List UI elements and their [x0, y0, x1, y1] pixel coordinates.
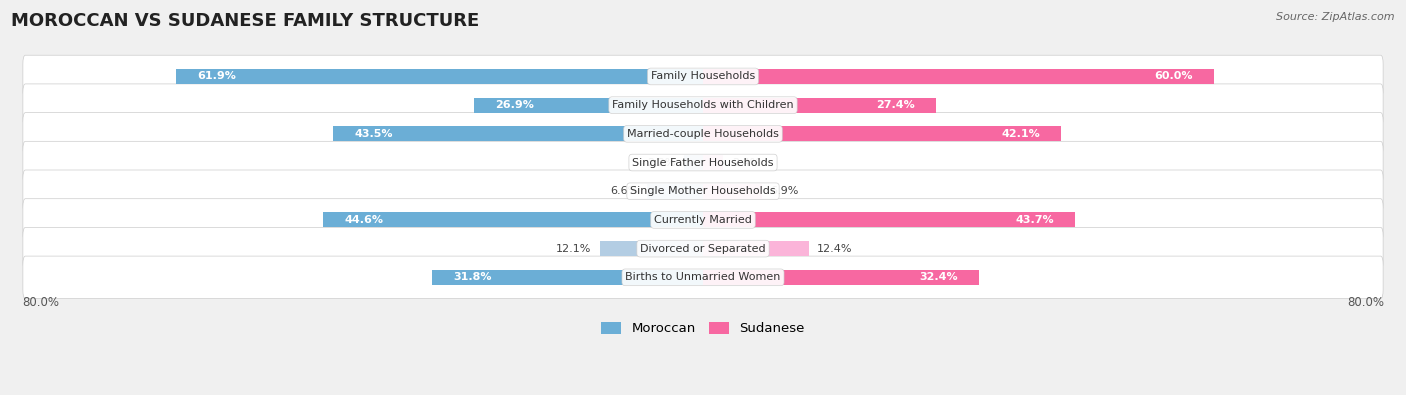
Bar	[703, 126, 1062, 141]
Text: Births to Unmarried Women: Births to Unmarried Women	[626, 272, 780, 282]
Text: 32.4%: 32.4%	[920, 272, 957, 282]
Bar	[600, 241, 703, 256]
Bar	[703, 98, 936, 113]
FancyBboxPatch shape	[22, 170, 1384, 213]
Text: 44.6%: 44.6%	[344, 215, 384, 225]
Text: 80.0%: 80.0%	[22, 296, 59, 309]
Bar	[647, 184, 703, 199]
Bar	[703, 241, 808, 256]
Text: 6.6%: 6.6%	[610, 186, 638, 196]
Text: Single Father Households: Single Father Households	[633, 158, 773, 167]
Bar	[432, 270, 703, 285]
Text: Single Mother Households: Single Mother Households	[630, 186, 776, 196]
FancyBboxPatch shape	[22, 84, 1384, 126]
Text: 31.8%: 31.8%	[454, 272, 492, 282]
Bar	[703, 270, 979, 285]
FancyBboxPatch shape	[22, 141, 1384, 184]
Text: 61.9%: 61.9%	[197, 71, 236, 81]
FancyBboxPatch shape	[22, 55, 1384, 98]
Bar	[176, 69, 703, 84]
FancyBboxPatch shape	[22, 199, 1384, 241]
Bar	[703, 69, 1213, 84]
Text: 27.4%: 27.4%	[876, 100, 915, 110]
Text: 12.1%: 12.1%	[557, 244, 592, 254]
Text: Source: ZipAtlas.com: Source: ZipAtlas.com	[1277, 12, 1395, 22]
Bar	[474, 98, 703, 113]
Bar	[685, 155, 703, 170]
Text: 42.1%: 42.1%	[1001, 129, 1040, 139]
Bar	[703, 184, 762, 199]
Text: 43.5%: 43.5%	[354, 129, 392, 139]
FancyBboxPatch shape	[22, 113, 1384, 155]
Text: 60.0%: 60.0%	[1154, 71, 1192, 81]
Bar	[323, 213, 703, 228]
Text: 6.9%: 6.9%	[770, 186, 799, 196]
Bar	[703, 213, 1076, 228]
Text: Family Households: Family Households	[651, 71, 755, 81]
Legend: Moroccan, Sudanese: Moroccan, Sudanese	[595, 315, 811, 342]
Text: Married-couple Households: Married-couple Households	[627, 129, 779, 139]
Text: 2.2%: 2.2%	[647, 158, 676, 167]
Text: MOROCCAN VS SUDANESE FAMILY STRUCTURE: MOROCCAN VS SUDANESE FAMILY STRUCTURE	[11, 12, 479, 30]
Bar	[333, 126, 703, 141]
Text: Family Households with Children: Family Households with Children	[612, 100, 794, 110]
FancyBboxPatch shape	[22, 256, 1384, 299]
Text: 26.9%: 26.9%	[495, 100, 534, 110]
Text: Divorced or Separated: Divorced or Separated	[640, 244, 766, 254]
Text: 80.0%: 80.0%	[1347, 296, 1384, 309]
Text: 12.4%: 12.4%	[817, 244, 852, 254]
Bar	[703, 155, 724, 170]
Text: 2.4%: 2.4%	[733, 158, 761, 167]
Text: 43.7%: 43.7%	[1015, 215, 1053, 225]
Text: Currently Married: Currently Married	[654, 215, 752, 225]
FancyBboxPatch shape	[22, 228, 1384, 270]
